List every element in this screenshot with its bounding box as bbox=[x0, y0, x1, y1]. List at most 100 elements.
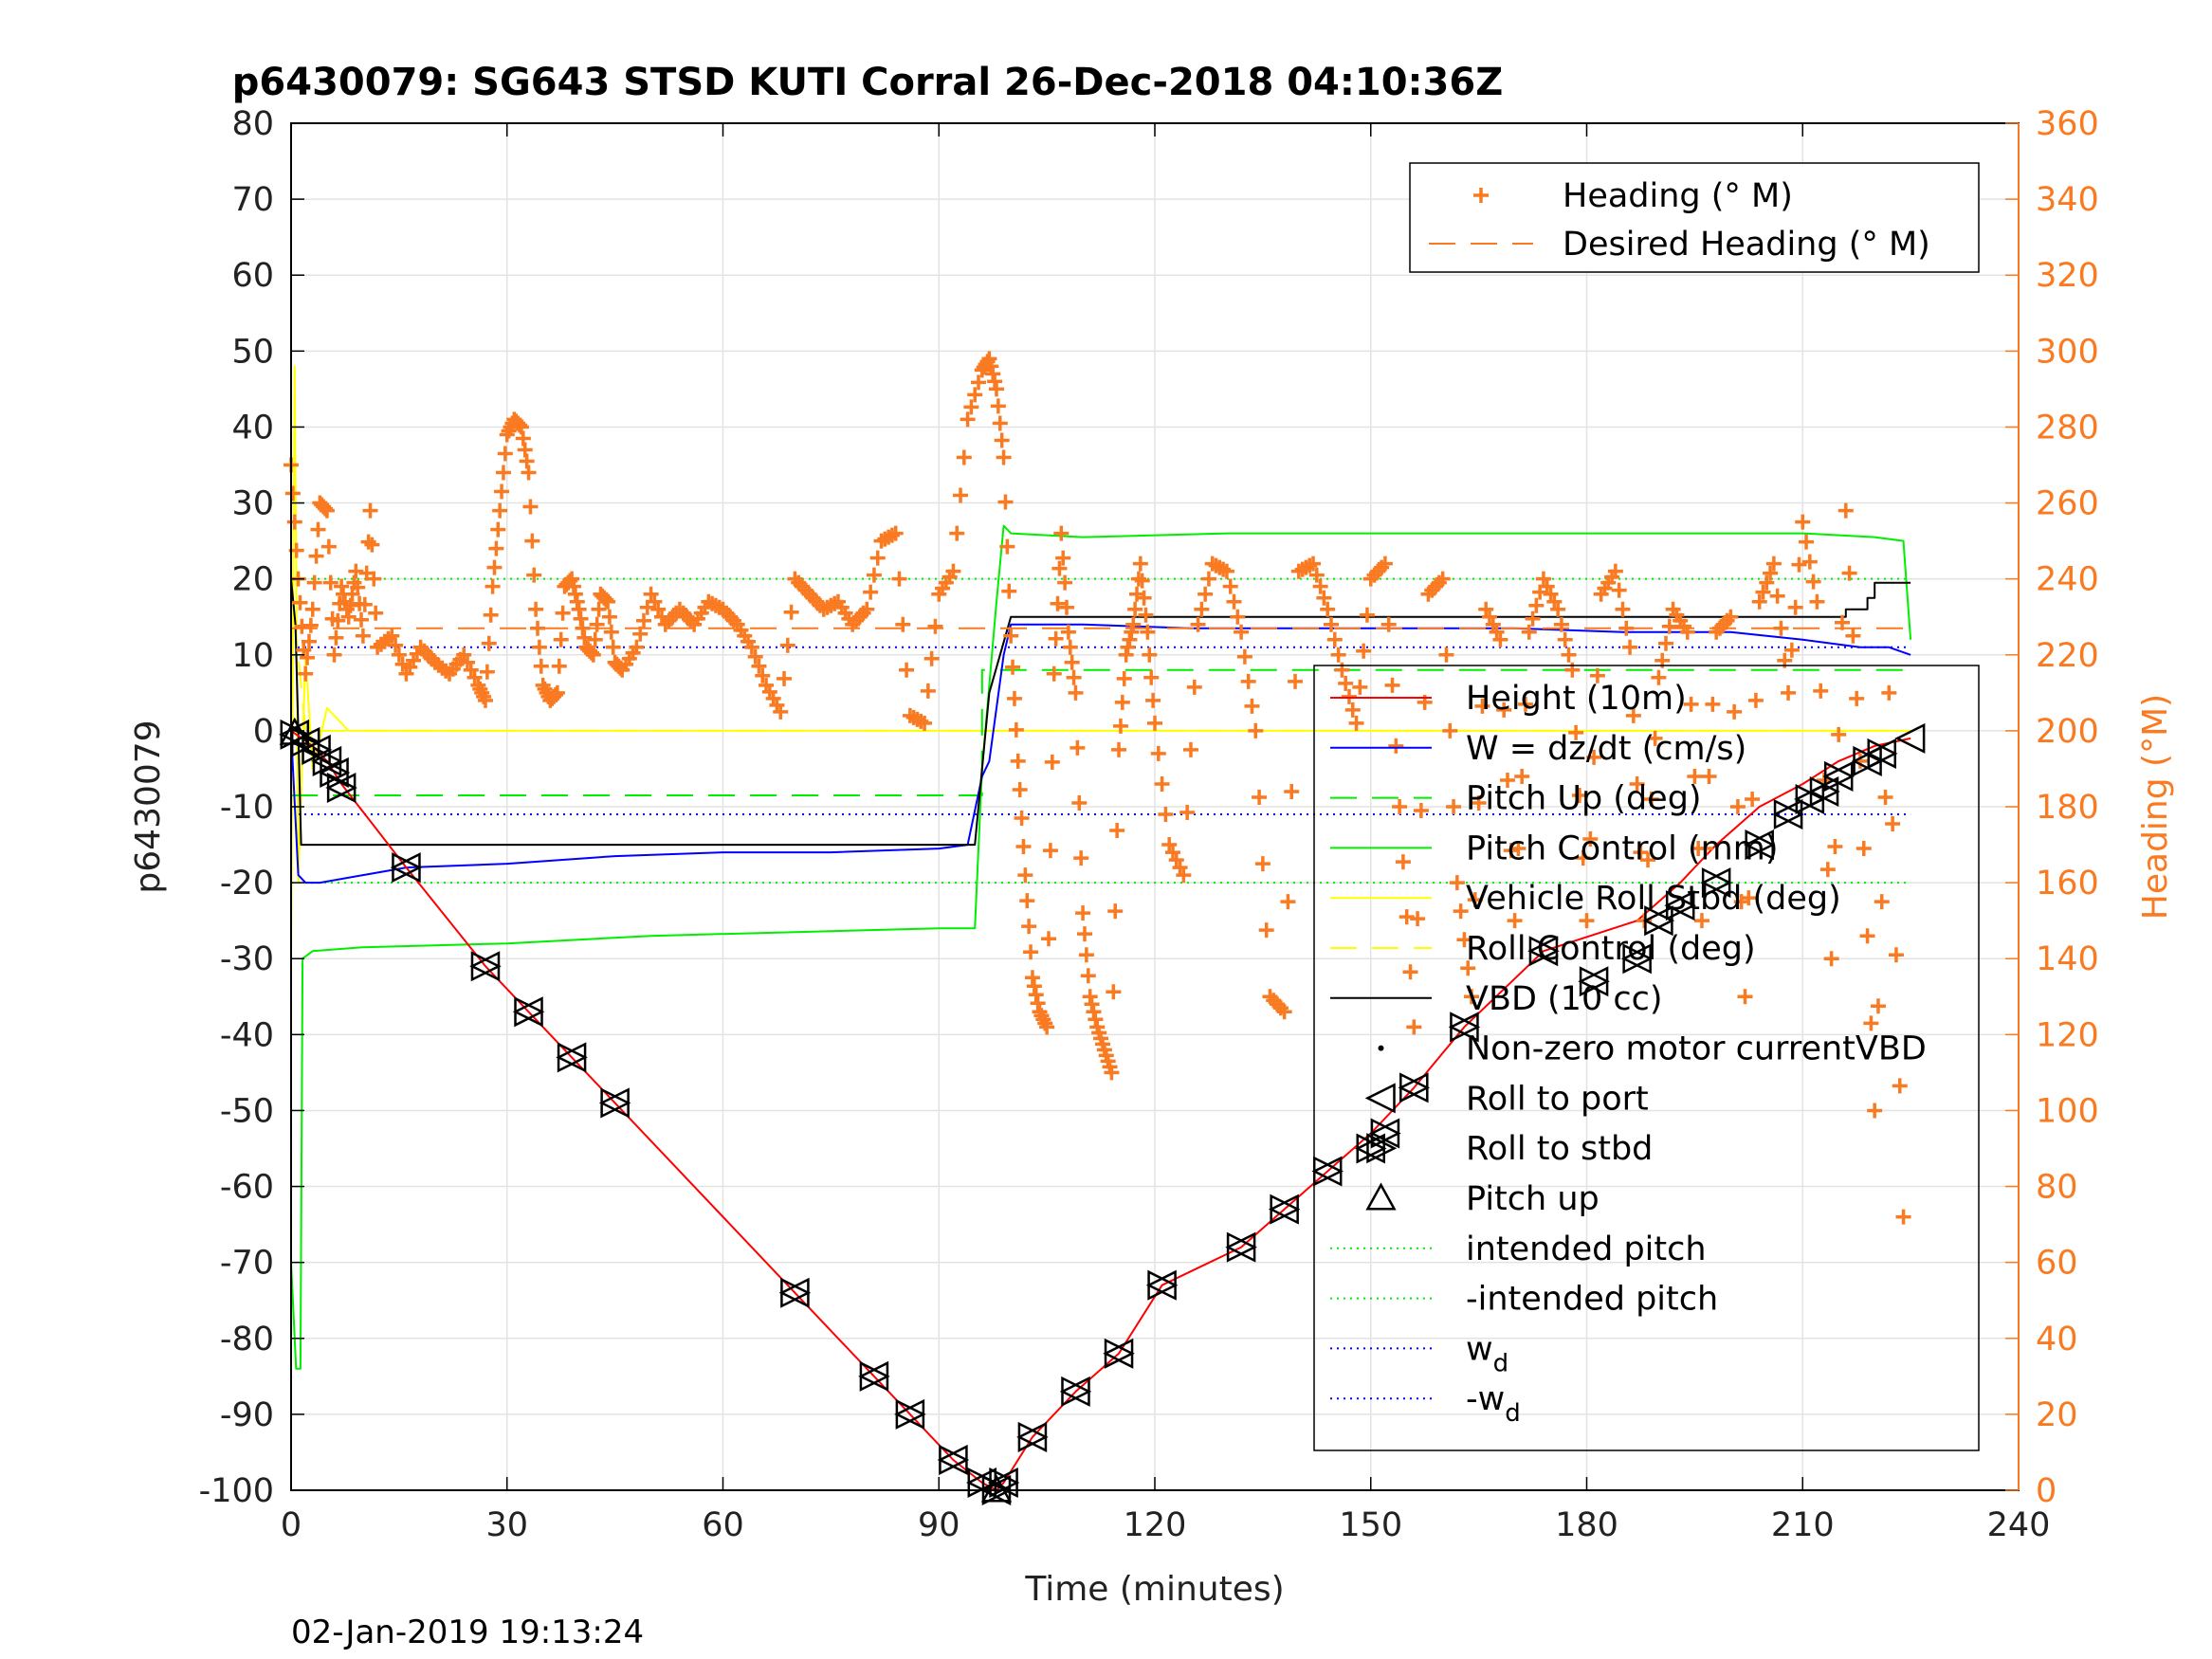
heading-point bbox=[486, 559, 503, 575]
heading-point bbox=[1324, 616, 1339, 632]
heading-point bbox=[1528, 597, 1545, 613]
y-tick-label: 30 bbox=[231, 485, 274, 523]
y2-axis-label: Heading (°M) bbox=[2136, 694, 2175, 920]
y-tick-label: -80 bbox=[220, 1321, 274, 1358]
heading-point bbox=[1557, 631, 1573, 647]
marker-roll-to-stbd bbox=[895, 1398, 926, 1430]
heading-point bbox=[1150, 745, 1166, 761]
heading-point bbox=[1226, 593, 1242, 610]
y-tick-label: 40 bbox=[231, 409, 274, 447]
heading-point bbox=[1138, 607, 1154, 623]
heading-point bbox=[564, 571, 580, 587]
heading-point bbox=[1384, 677, 1400, 693]
heading-point bbox=[598, 592, 614, 608]
y-tick-label: -90 bbox=[220, 1396, 274, 1434]
marker-roll-to-stbd bbox=[1399, 1072, 1431, 1103]
legend-swatch bbox=[1473, 188, 1489, 203]
heading-point bbox=[360, 534, 376, 550]
heading-point bbox=[985, 366, 1001, 382]
heading-point bbox=[1435, 571, 1451, 587]
heading-point bbox=[526, 567, 542, 583]
heading-point bbox=[1697, 841, 1713, 857]
heading-point bbox=[1543, 586, 1559, 602]
heading-point bbox=[971, 374, 986, 391]
y2-tick-label: 60 bbox=[2036, 1245, 2078, 1283]
heading-point bbox=[555, 605, 571, 621]
heading-point bbox=[350, 579, 366, 595]
y2-tick-label: 280 bbox=[2036, 409, 2099, 447]
heading-point bbox=[497, 446, 513, 462]
heading-point bbox=[1460, 960, 1476, 976]
heading-point bbox=[1140, 624, 1156, 640]
heading-point bbox=[999, 538, 1015, 555]
heading-point bbox=[1107, 903, 1124, 920]
heading-point bbox=[1050, 595, 1066, 611]
heading-point bbox=[1895, 1209, 1911, 1225]
heading-point bbox=[1124, 624, 1140, 640]
y2-tick-label: 160 bbox=[2036, 865, 2099, 902]
heading-point bbox=[1881, 684, 1897, 701]
heading-point bbox=[394, 656, 411, 672]
legend-label: -wd bbox=[1466, 1380, 1521, 1428]
legend-label: intended pitch bbox=[1466, 1231, 1707, 1268]
legend-main: Height (10m) W = dz/dt (cm/s) Pitch Up (de… bbox=[1313, 665, 1980, 1451]
heading-point bbox=[490, 521, 506, 538]
heading-point bbox=[1867, 1103, 1883, 1119]
heading-point bbox=[1859, 928, 1875, 944]
heading-point bbox=[1284, 783, 1300, 799]
heading-point bbox=[899, 662, 915, 678]
heading-point bbox=[1392, 799, 1408, 814]
heading-point bbox=[326, 647, 342, 663]
heading-point bbox=[1517, 696, 1533, 712]
heading-point bbox=[949, 525, 965, 541]
heading-point bbox=[1352, 679, 1368, 695]
heading-point bbox=[1053, 525, 1069, 541]
legend-swatch bbox=[1378, 1045, 1384, 1051]
heading-point bbox=[1805, 574, 1821, 590]
heading-point bbox=[1109, 823, 1125, 839]
legend-label: VBD (10 cc) bbox=[1466, 980, 1663, 1018]
marker-roll-to-stbd bbox=[290, 726, 321, 757]
heading-point bbox=[551, 658, 567, 674]
heading-point bbox=[779, 637, 795, 653]
legend-swatch bbox=[1364, 1083, 1396, 1114]
heading-point bbox=[522, 499, 539, 515]
x-tick-label: 90 bbox=[918, 1506, 960, 1544]
heading-point bbox=[1474, 698, 1490, 714]
heading-point bbox=[963, 399, 979, 415]
legend-label: Pitch Up (deg) bbox=[1466, 780, 1702, 818]
heading-point bbox=[585, 647, 601, 663]
y2-tick-label: 180 bbox=[2036, 789, 2099, 827]
y2-tick-label: 240 bbox=[2036, 561, 2099, 599]
heading-point bbox=[1885, 816, 1901, 832]
y2-tick-label: 260 bbox=[2036, 485, 2099, 523]
heading-point bbox=[1629, 775, 1645, 792]
heading-point bbox=[1200, 571, 1216, 587]
heading-point bbox=[330, 612, 346, 629]
heading-point bbox=[1019, 893, 1035, 909]
heading-point bbox=[1120, 639, 1136, 655]
legend-label: Roll to stbd bbox=[1466, 1130, 1653, 1168]
heading-point bbox=[587, 631, 603, 647]
legend-label: Roll to port bbox=[1466, 1080, 1649, 1118]
y2-tick-label: 20 bbox=[2036, 1396, 2078, 1434]
heading-point bbox=[1827, 839, 1843, 855]
heading-point bbox=[1147, 715, 1162, 731]
heading-point bbox=[1338, 675, 1354, 691]
heading-point bbox=[1015, 839, 1032, 855]
heading-point bbox=[553, 631, 569, 647]
y-tick-label: -30 bbox=[220, 940, 274, 978]
heading-point bbox=[1055, 550, 1071, 566]
heading-point bbox=[310, 521, 326, 538]
heading-point bbox=[1507, 913, 1523, 929]
y-tick-label: 70 bbox=[231, 181, 274, 219]
heading-point bbox=[983, 358, 999, 374]
heading-point bbox=[1014, 811, 1030, 827]
heading-point bbox=[481, 635, 497, 651]
heading-point bbox=[1640, 852, 1656, 868]
marker-pitch-up bbox=[980, 1474, 1013, 1503]
marker-roll-to-stbd bbox=[1644, 905, 1675, 937]
heading-point bbox=[1783, 642, 1800, 658]
heading-point bbox=[1176, 867, 1192, 884]
